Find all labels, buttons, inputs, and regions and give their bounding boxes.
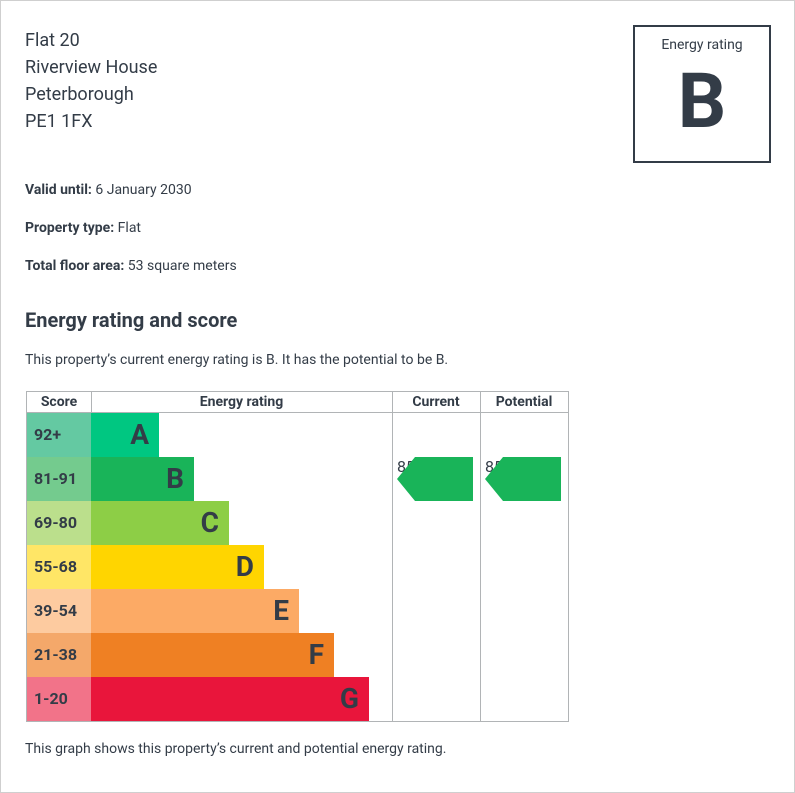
band-bar: G (91, 677, 369, 721)
band-bar: F (91, 633, 334, 677)
column-header: Score (27, 392, 91, 413)
detail: Valid until: 6 January 2030 (25, 182, 192, 198)
band-bar: C (91, 501, 229, 545)
detail-label: Total floor area: (25, 258, 125, 274)
address-line: PE1 1FX (25, 111, 93, 132)
potential-arrow: 85 | B (485, 457, 561, 501)
address-line: Peterborough (25, 84, 134, 105)
band-bar: B (91, 457, 194, 501)
column-header: Current (392, 392, 480, 413)
detail-label: Valid until: (25, 182, 92, 198)
footer-text: This graph shows this property’s current… (25, 741, 447, 757)
band-score: 39-54 (27, 589, 91, 633)
band-score: 55-68 (27, 545, 91, 589)
address-line: Riverview House (25, 57, 158, 78)
address-line: Flat 20 (25, 30, 80, 51)
detail-value: Flat (117, 220, 142, 236)
band-score: 92+ (27, 413, 91, 457)
detail-label: Property type: (25, 220, 115, 236)
rating-table: Score Energy rating Current Potential 92+ A 81… (26, 391, 569, 722)
detail-value: 53 square meters (127, 258, 237, 274)
band-bar: A (91, 413, 159, 457)
column-divider (392, 392, 393, 721)
rating-label: Energy rating (661, 37, 743, 53)
column-divider (480, 392, 481, 721)
detail: Property type: Flat (25, 220, 141, 236)
band-score: 81-91 (27, 457, 91, 501)
detail: Total floor area: 53 square meters (25, 258, 237, 274)
column-header: Energy rating (91, 392, 392, 413)
section-title: Energy rating and score (25, 308, 238, 332)
band-score: 21-38 (27, 633, 91, 677)
rating-grade: B (677, 56, 727, 146)
band-bar: E (91, 589, 299, 633)
detail-value: 6 January 2030 (95, 182, 192, 198)
rating-box: Energy rating B (633, 25, 771, 163)
band-score: 69-80 (27, 501, 91, 545)
band-bar: D (91, 545, 264, 589)
current-arrow: 85 | B (397, 457, 473, 501)
column-header: Potential (480, 392, 568, 413)
section-text: This property’s current energy rating is… (25, 352, 449, 368)
band-score: 1-20 (27, 677, 91, 721)
